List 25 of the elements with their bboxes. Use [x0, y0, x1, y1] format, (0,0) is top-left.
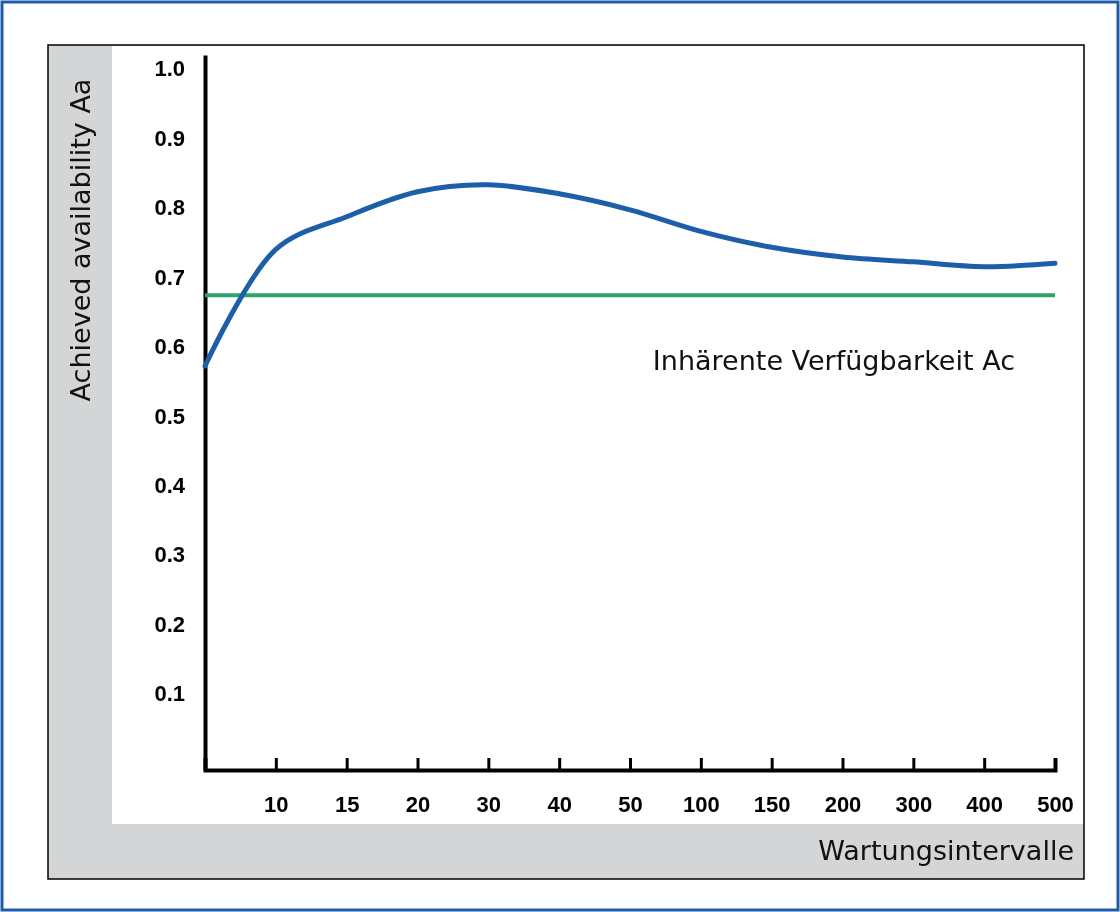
- x-tick-label: 100: [682, 791, 720, 817]
- y-tick-label: 0.3: [154, 542, 185, 568]
- x-axis-title: Wartungsintervalle: [818, 835, 1074, 866]
- y-tick-label: 0.2: [154, 611, 185, 637]
- ref-line-label: Inhärente Verfügbarkeit Ac: [652, 345, 1015, 377]
- y-tick-label: 0.7: [154, 264, 185, 290]
- y-tick-label: 0.1: [154, 681, 185, 707]
- x-tick-label: 500: [1037, 791, 1074, 817]
- y-tick-label: 0.5: [154, 403, 185, 429]
- x-tick-label: 40: [547, 791, 572, 817]
- y-tick-label: 0.4: [154, 472, 186, 498]
- x-tick-label: 400: [966, 791, 1004, 817]
- x-tick-label: 150: [753, 791, 791, 817]
- x-tick-label: 15: [334, 791, 360, 817]
- x-tick-label: 10: [264, 791, 289, 817]
- y-tick-label: 1.0: [154, 56, 185, 82]
- y-tick-label: 0.9: [154, 125, 185, 151]
- x-tick-label: 20: [405, 791, 431, 817]
- x-tick-label: 300: [895, 791, 933, 817]
- x-tick-label: 30: [476, 791, 502, 817]
- y-axis-title: Achieved availability Aa: [65, 78, 96, 402]
- x-tick-label: 50: [618, 791, 643, 817]
- y-tick-label: 0.6: [154, 334, 185, 360]
- x-tick-label: 200: [824, 791, 862, 817]
- y-tick-label: 0.8: [154, 195, 185, 221]
